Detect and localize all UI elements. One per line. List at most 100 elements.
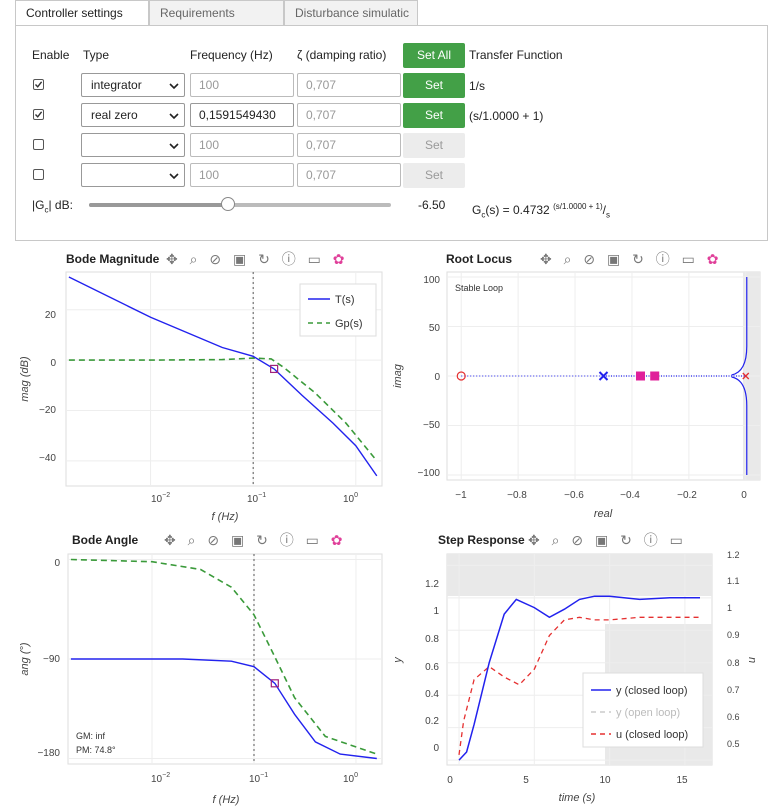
header-zeta: ζ (damping ratio) xyxy=(297,48,387,62)
locus-branch-upper xyxy=(731,276,748,376)
xtick-label: −1 xyxy=(455,490,467,501)
stable-loop-annotation: Stable Loop xyxy=(455,283,503,293)
ytick-label: 50 xyxy=(429,323,441,334)
set-button-4[interactable]: Set xyxy=(403,163,465,188)
xtick-label: −0.4 xyxy=(620,490,640,501)
ytick-label: 0 xyxy=(433,743,439,754)
ytick-label: 100 xyxy=(423,275,440,286)
frequency-input-3[interactable]: 100 xyxy=(190,133,294,157)
legend-label-y-open: y (open loop) xyxy=(616,707,680,719)
closed-loop-marker xyxy=(635,371,645,381)
help-icon[interactable]: ⓘ xyxy=(279,532,294,548)
y2tick-label: 0.8 xyxy=(727,658,740,668)
x-axis-label: f (Hz) xyxy=(213,794,240,806)
hover-icon[interactable]: ▭ xyxy=(307,251,321,267)
gain-slider-handle[interactable] xyxy=(220,197,235,211)
pan-icon[interactable]: ✥ xyxy=(166,251,178,267)
root-locus-marks xyxy=(456,276,750,476)
pan-icon[interactable]: ✥ xyxy=(528,532,540,548)
frequency-input-1[interactable]: 100 xyxy=(190,73,294,97)
box-zoom-icon[interactable]: ⌕ xyxy=(551,532,560,548)
type-select-1-value: integrator xyxy=(91,78,142,92)
zeta-input-3[interactable]: 0,707 xyxy=(297,133,401,157)
type-select-4[interactable] xyxy=(81,163,185,187)
bode-magnitude-plot: 20 0 −20 −40 10−2 10−1 100 f (Hz) mag (d… xyxy=(19,271,383,523)
pan-icon[interactable]: ✥ xyxy=(540,251,552,267)
ytick-label: 1 xyxy=(433,606,439,617)
y2tick-label: 1 xyxy=(727,603,732,613)
bode-angle-toolbar: ✥ ⌕ ⊘ ▣ ↻ ⓘ ▭ ✿ xyxy=(164,530,342,550)
ytick-label: −100 xyxy=(417,468,440,479)
reset-icon[interactable]: ↻ xyxy=(620,532,632,548)
y2-axis-label: u xyxy=(746,657,758,663)
tab-controller-settings[interactable]: Controller settings xyxy=(15,0,149,27)
hover-icon[interactable]: ▭ xyxy=(305,532,319,548)
reset-icon[interactable]: ↻ xyxy=(632,251,644,267)
zeta-input-4[interactable]: 0,707 xyxy=(297,163,401,187)
hover-icon[interactable]: ▭ xyxy=(681,251,695,267)
closed-loop-pole xyxy=(598,371,609,381)
help-icon[interactable]: ⓘ xyxy=(281,251,296,267)
box-zoom-icon[interactable]: ⌕ xyxy=(189,251,198,267)
check-icon xyxy=(34,111,43,118)
xtick-label: 0 xyxy=(741,490,747,501)
enable-checkbox-2[interactable] xyxy=(33,109,44,120)
chevron-down-icon xyxy=(169,113,179,120)
header-frequency: Frequency (Hz) xyxy=(190,48,273,62)
bode-angle-title: Bode Angle xyxy=(72,533,139,547)
wheel-zoom-icon[interactable]: ⊘ xyxy=(571,532,584,548)
zeta-input-2[interactable]: 0,707 xyxy=(297,103,401,127)
enable-checkbox-4[interactable] xyxy=(33,169,44,180)
step-y2ticks: 0.5 0.6 0.7 0.8 0.9 1 1.1 1.2 xyxy=(727,550,740,749)
save-icon[interactable]: ▣ xyxy=(606,251,621,267)
zeta-input-1[interactable]: 0,707 xyxy=(297,73,401,97)
gain-slider-track[interactable] xyxy=(89,197,391,211)
controller-settings-panel: Enable Type Frequency (Hz) ζ (damping ra… xyxy=(15,25,768,241)
type-select-3[interactable] xyxy=(81,133,185,157)
save-icon[interactable]: ▣ xyxy=(594,532,609,548)
set-button-1[interactable]: Set xyxy=(403,73,465,98)
legend-label-gp: Gp(s) xyxy=(335,318,363,330)
step-response-plot: 0 0.2 0.4 0.6 0.8 1 1.2 0.5 0.6 0.7 0.8 … xyxy=(392,550,758,804)
tab-requirements[interactable]: Requirements xyxy=(149,0,284,26)
type-select-2[interactable]: real zero xyxy=(81,103,185,127)
box-zoom-icon[interactable]: ⌕ xyxy=(187,532,196,548)
pan-icon[interactable]: ✥ xyxy=(164,532,176,548)
bode-angle-marks xyxy=(70,554,378,764)
open-loop-pole xyxy=(742,372,750,380)
wheel-zoom-icon[interactable]: ⊘ xyxy=(209,251,222,267)
series-t-line xyxy=(70,658,377,760)
enable-checkbox-1[interactable] xyxy=(33,79,44,90)
wheel-zoom-icon[interactable]: ⊘ xyxy=(207,532,220,548)
box-zoom-icon[interactable]: ⌕ xyxy=(563,251,572,267)
set-button-3[interactable]: Set xyxy=(403,133,465,158)
set-button-2[interactable]: Set xyxy=(403,103,465,128)
help-icon[interactable]: ⓘ xyxy=(655,251,670,267)
reset-icon[interactable]: ↻ xyxy=(258,251,270,267)
type-select-1[interactable]: integrator xyxy=(81,73,185,97)
x-axis-label: time (s) xyxy=(559,792,596,804)
set-all-button[interactable]: Set All xyxy=(403,43,465,68)
bode-angle-plot: 0 −90 −180 GM: inf PM: 74.8° 10−2 10−1 1… xyxy=(19,553,383,806)
y2tick-label: 0.9 xyxy=(727,630,740,640)
enable-checkbox-3[interactable] xyxy=(33,139,44,150)
ytick-label: 20 xyxy=(45,310,57,321)
save-icon[interactable]: ▣ xyxy=(230,532,245,548)
tab-bar: Controller settings Requirements Disturb… xyxy=(15,0,418,27)
save-icon[interactable]: ▣ xyxy=(232,251,247,267)
reset-icon[interactable]: ↻ xyxy=(256,532,268,548)
ytick-label: 0.8 xyxy=(425,634,439,645)
phase-margin-annotation: PM: 74.8° xyxy=(76,745,116,755)
wheel-zoom-icon[interactable]: ⊘ xyxy=(583,251,596,267)
series-gp-line xyxy=(70,558,378,755)
xtick-label: −0.8 xyxy=(507,490,527,501)
frequency-input-4[interactable]: 100 xyxy=(190,163,294,187)
help-icon[interactable]: ⓘ xyxy=(643,532,658,548)
ytick-label: 1.2 xyxy=(425,579,439,590)
frequency-input-2[interactable]: 0,1591549430 xyxy=(190,103,294,127)
series-u-line xyxy=(458,616,700,755)
ytick-label: −50 xyxy=(423,420,440,431)
hover-icon[interactable]: ▭ xyxy=(669,532,683,548)
tab-disturbance-simulation[interactable]: Disturbance simulatic xyxy=(284,0,418,26)
y-axis-label: imag xyxy=(392,363,404,388)
